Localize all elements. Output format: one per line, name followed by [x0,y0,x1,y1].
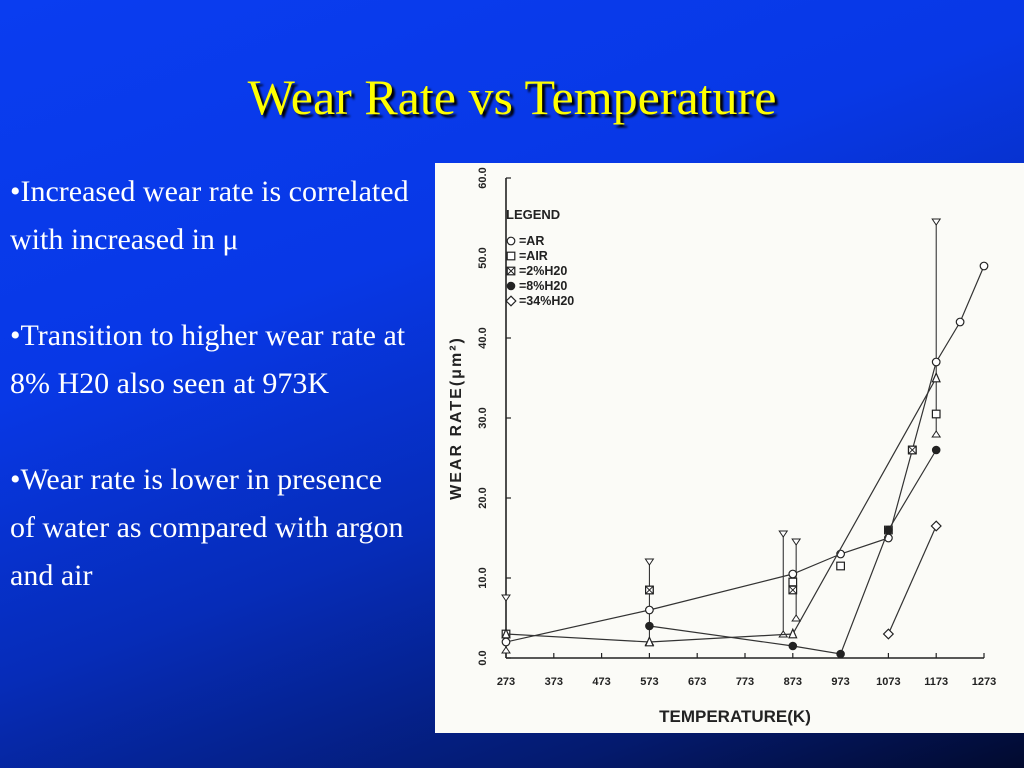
data-point-ar [979,261,989,271]
x-tick-label: 973 [831,676,849,688]
legend-label: =AR [519,234,544,248]
data-point-ar [644,605,654,615]
data-point-8h20 [788,641,798,651]
x-tick-label: 873 [784,676,802,688]
x-tick-label: 1073 [876,676,900,688]
data-point-2h20-cross [908,445,917,455]
data-point-ar [955,317,965,327]
data-point-2h20 [645,585,654,595]
y-tick-label: 40.0 [477,327,489,348]
error-bar-cap-high [931,218,942,226]
data-point-2h20-cross [645,585,654,595]
x-tick-label: 773 [736,676,754,688]
x-tick-label: 1173 [924,676,948,688]
legend-marker [505,295,517,307]
slide-title: Wear Rate vs Temperature [247,69,777,125]
legend-marker [506,266,516,276]
legend-marker-cross [506,266,516,276]
data-point-air [836,561,845,571]
error-bar-cap-low [931,430,942,438]
y-tick-label: 20.0 [477,487,489,508]
data-point-2h20-cross [788,585,797,595]
data-point-triangle [788,627,798,639]
x-tick-label: 673 [688,676,706,688]
x-tick-label: 573 [640,676,658,688]
y-tick-label: 10.0 [477,567,489,588]
legend-label: =34%H20 [519,294,574,308]
data-point-triangle [644,635,655,647]
data-point-8h20 [645,621,654,631]
x-tick-label: 473 [592,676,610,688]
legend-label: =2%H20 [519,264,567,278]
legend-title: LEGEND [506,207,560,222]
series-line-34h20 [887,525,937,635]
data-point-2h20 [907,445,917,455]
data-point-triangle [931,371,941,383]
legend-marker [506,251,516,261]
data-point-ar [788,569,798,579]
y-tick-label: 50.0 [477,247,489,268]
y-tick-label: 0.0 [477,650,489,665]
error-bar-cap-low [501,646,511,654]
x-tick-label: 1273 [972,676,996,688]
data-point-34h20 [930,520,942,532]
error-bar-cap-high [791,538,802,546]
legend-label: =8%H20 [519,279,567,293]
bullet-3: •Wear rate is lower in presence of water… [10,463,404,592]
error-bar-cap-low [791,614,802,622]
data-point-8h20 [836,649,845,659]
y-tick-label: 60.0 [477,167,489,188]
bullet-1: •Increased wear rate is correlated with … [10,175,409,256]
series-line-ar [505,265,985,643]
legend: LEGEND =AR=AIR=2%H20=8%H20=34%H20 [506,207,574,308]
x-tick-label: 273 [497,676,515,688]
data-point-air [931,409,941,419]
data-point-ar [501,637,511,647]
data-point-2h20 [788,585,798,595]
data-point-ar [931,357,941,367]
data-point-8h20 [884,525,893,535]
data-point-8h20 [931,445,941,455]
data-point-34h20 [882,628,895,640]
chart-svg: 273 373 473 573 673 773 873 973 1073 1173 1273 0.0 1… [448,167,996,726]
error-bar-cap-high [778,530,789,538]
error-bar-cap-high [644,558,655,566]
y-axis-label: WEAR RATE(μm²) [448,336,465,500]
legend-marker [506,236,516,246]
y-tick-label: 30.0 [477,407,489,428]
wear-rate-chart: 273 373 473 573 673 773 873 973 1073 1173 1273 0.0 1… [435,163,1024,733]
x-axis-label: TEMPERATURE(K) [659,707,811,726]
error-bar-cap-high [501,594,511,602]
bullet-2: •Transition to higher wear rate at 8% H2… [10,319,406,400]
legend-label: =AIR [519,249,548,263]
bullet-list: •Increased wear rate is correlated with … [10,168,410,600]
data-point-triangle [501,627,511,639]
data-point-air [788,577,798,587]
series-line-triangle [505,377,937,643]
legend-marker [506,281,516,291]
x-tick-label: 373 [545,676,563,688]
